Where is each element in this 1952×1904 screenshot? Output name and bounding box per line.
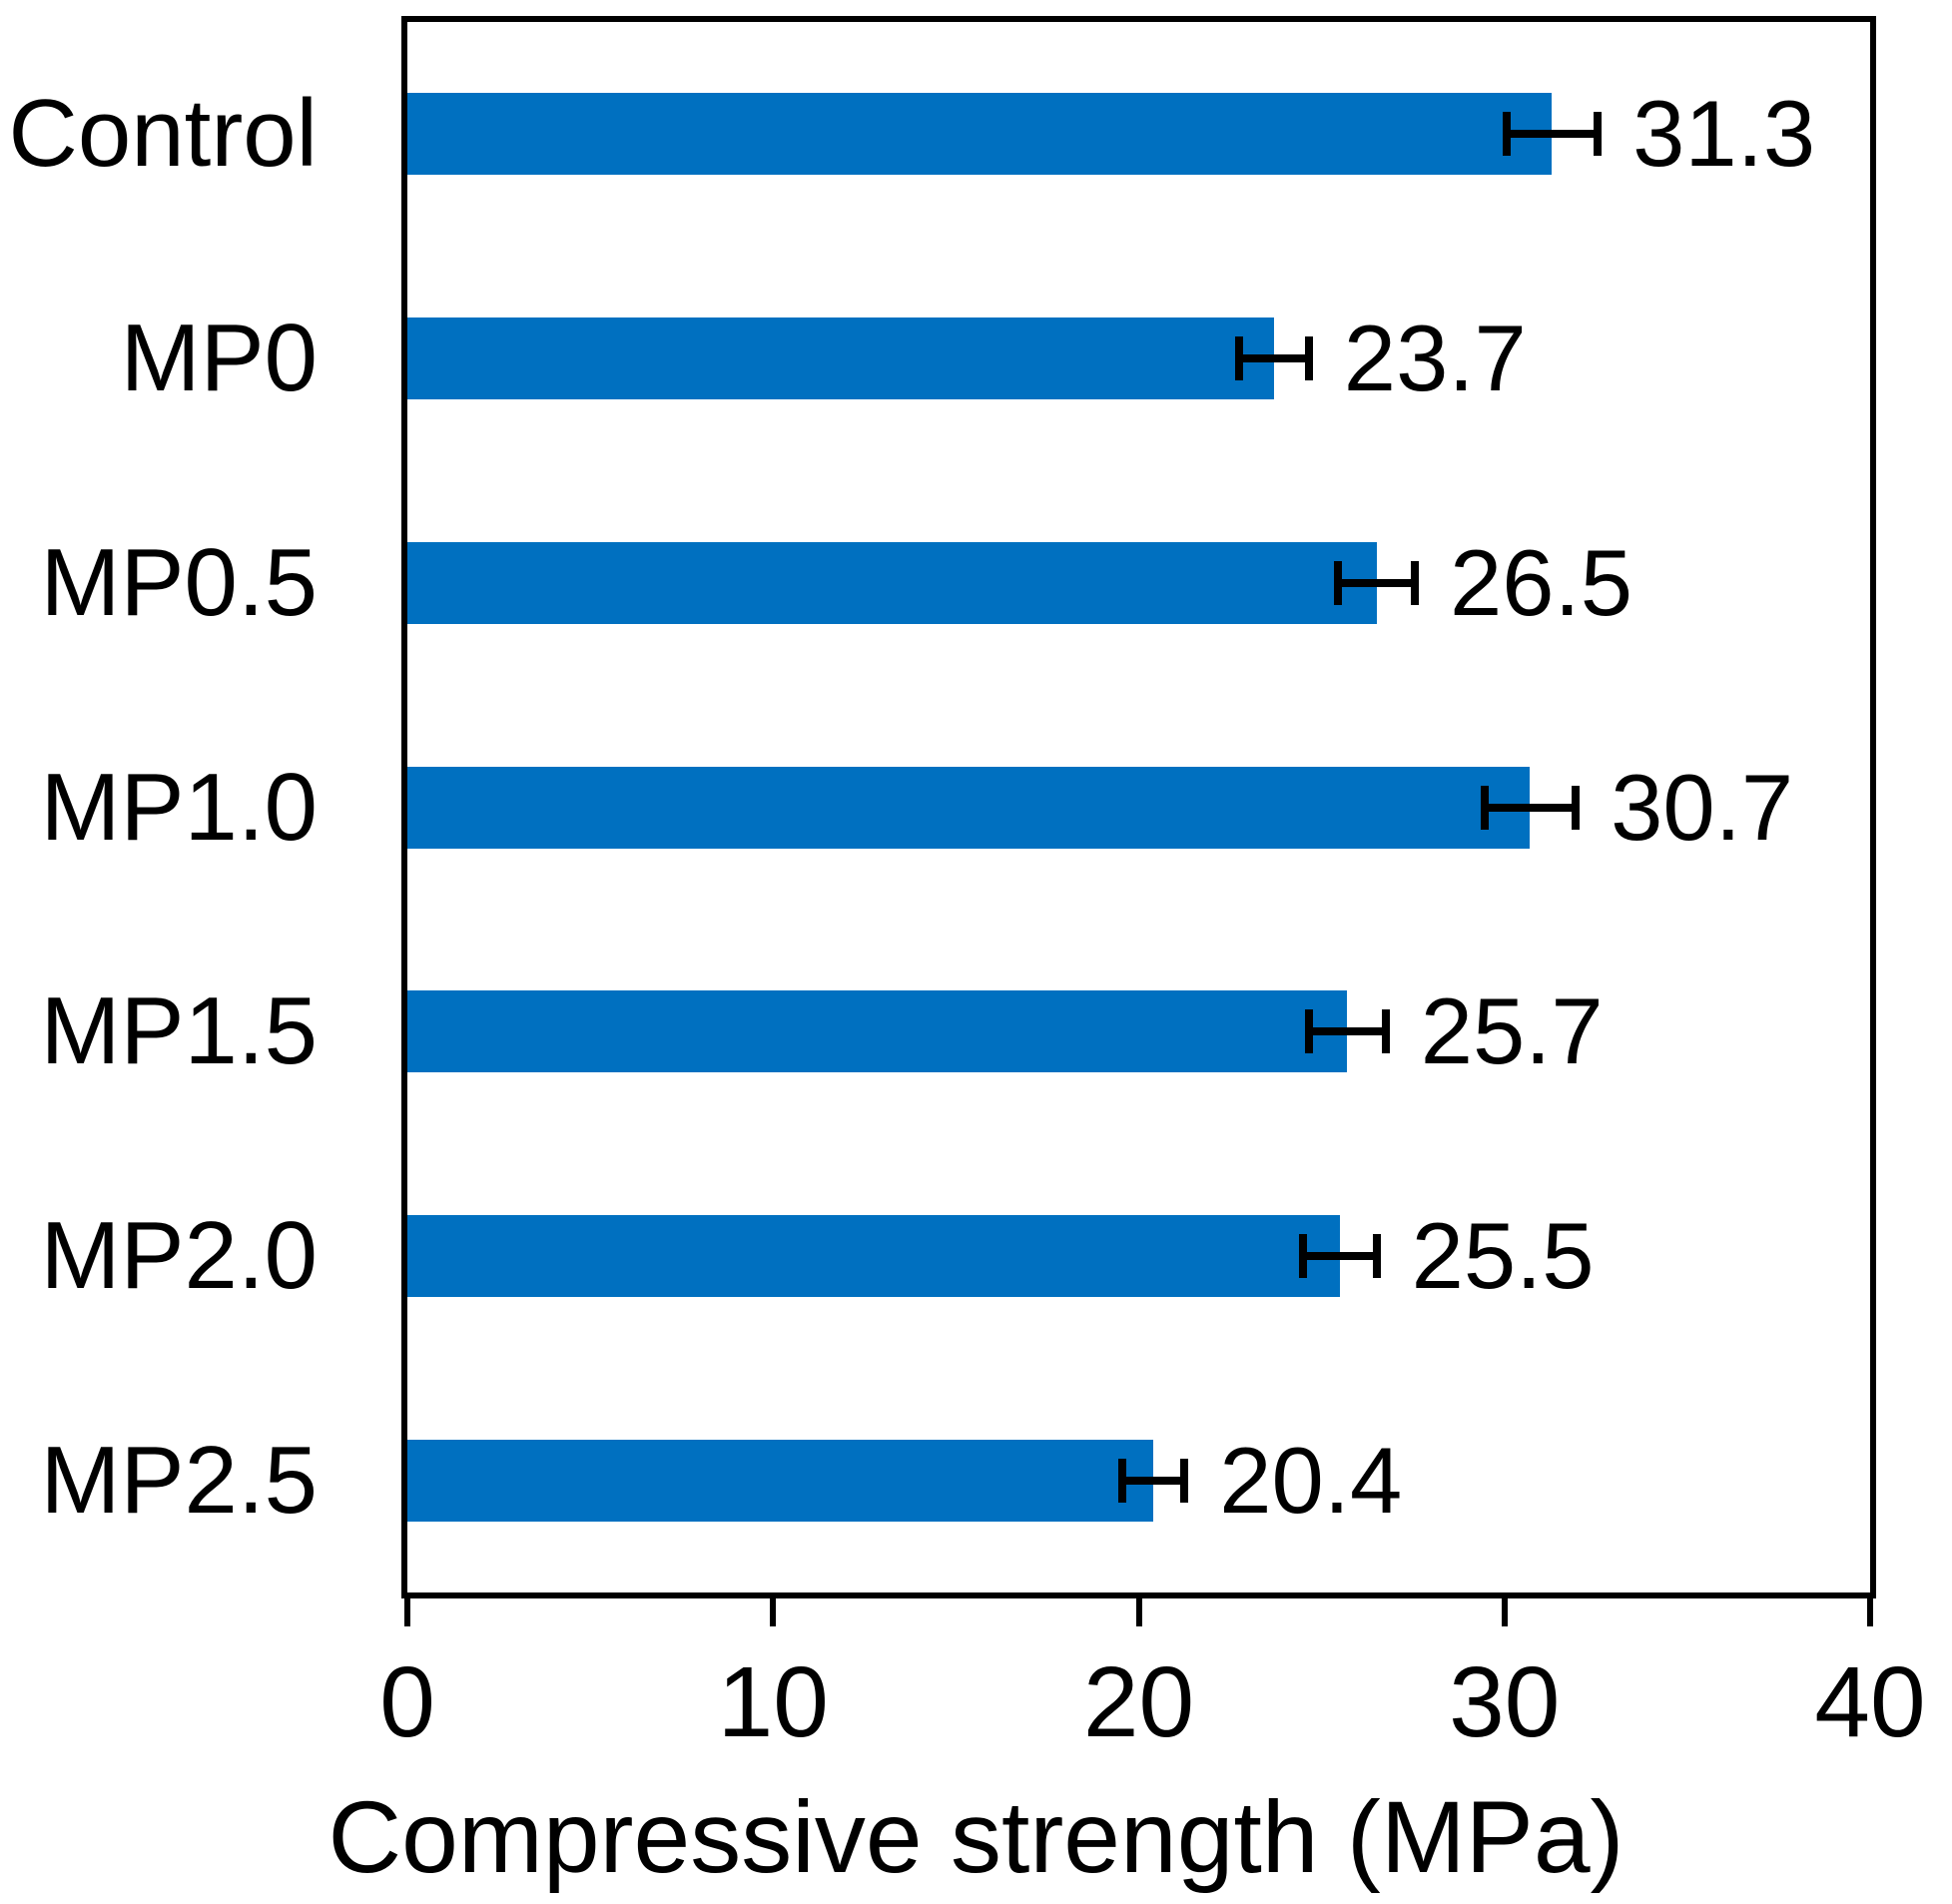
category-label-MP0.5: MP0.5: [40, 528, 318, 636]
value-label-MP2.5: 20.4: [1219, 1427, 1403, 1533]
value-label-MP0.5: 26.5: [1450, 529, 1632, 635]
category-label-MP1.5: MP1.5: [40, 977, 318, 1085]
bar-MP0.5: [407, 541, 1377, 624]
error-bar-MP0.5: [1338, 578, 1415, 587]
error-cap-right-MP1.5: [1381, 1009, 1390, 1054]
error-bar-MP0: [1239, 354, 1309, 363]
error-cap-left-MP0.5: [1334, 560, 1343, 605]
x-tick-30: [1501, 1598, 1508, 1626]
error-bar-MP1.0: [1484, 803, 1577, 812]
bar-MP2.0: [407, 1214, 1340, 1297]
bar-MP1.0: [407, 766, 1531, 849]
error-bar-MP2.5: [1122, 1476, 1185, 1485]
x-tick-10: [770, 1598, 777, 1626]
x-tick-40: [1867, 1598, 1873, 1626]
x-tick-20: [1135, 1598, 1142, 1626]
x-tick-label-0: 0: [379, 1646, 435, 1758]
error-cap-left-MP2.5: [1118, 1458, 1127, 1503]
bar-MP2.5: [407, 1439, 1154, 1522]
error-bar-Control: [1506, 130, 1599, 139]
value-label-Control: 31.3: [1632, 81, 1816, 187]
value-label-MP1.0: 30.7: [1611, 754, 1794, 860]
error-bar-MP1.5: [1308, 1027, 1386, 1036]
error-cap-left-MP1.0: [1480, 785, 1489, 830]
category-label-MP0: MP0: [120, 305, 318, 412]
error-cap-right-MP0: [1304, 336, 1313, 381]
bar-MP1.5: [407, 990, 1348, 1073]
category-label-MP2.0: MP2.0: [40, 1201, 318, 1309]
x-tick-label-40: 40: [1814, 1646, 1926, 1758]
bar-Control: [407, 93, 1553, 176]
error-cap-left-Control: [1502, 112, 1511, 157]
x-tick-0: [404, 1598, 410, 1626]
error-cap-right-Control: [1594, 112, 1603, 157]
category-label-MP1.0: MP1.0: [40, 753, 318, 861]
error-cap-left-MP0: [1235, 336, 1244, 381]
category-label-Control: Control: [8, 80, 318, 188]
error-cap-right-MP0.5: [1411, 560, 1420, 605]
bar-MP0: [407, 317, 1274, 400]
x-tick-label-10: 10: [717, 1646, 829, 1758]
x-tick-label-30: 30: [1449, 1646, 1561, 1758]
value-label-MP1.5: 25.7: [1420, 978, 1604, 1084]
value-label-MP0: 23.7: [1343, 306, 1527, 411]
x-tick-label-20: 20: [1082, 1646, 1195, 1758]
x-axis-title: Compressive strength (MPa): [327, 1780, 1625, 1894]
plot-area: 31.3 23.7 26.5 30.7 25.7 25.5 20.4: [401, 16, 1876, 1598]
value-label-MP2.0: 25.5: [1411, 1202, 1595, 1308]
error-cap-right-MP2.0: [1372, 1233, 1381, 1278]
error-cap-left-MP1.5: [1304, 1009, 1313, 1054]
error-bar-MP2.0: [1303, 1251, 1377, 1260]
error-cap-right-MP1.0: [1572, 785, 1581, 830]
error-cap-left-MP2.0: [1299, 1233, 1308, 1278]
error-cap-right-MP2.5: [1180, 1458, 1189, 1503]
category-label-MP2.5: MP2.5: [40, 1426, 318, 1534]
